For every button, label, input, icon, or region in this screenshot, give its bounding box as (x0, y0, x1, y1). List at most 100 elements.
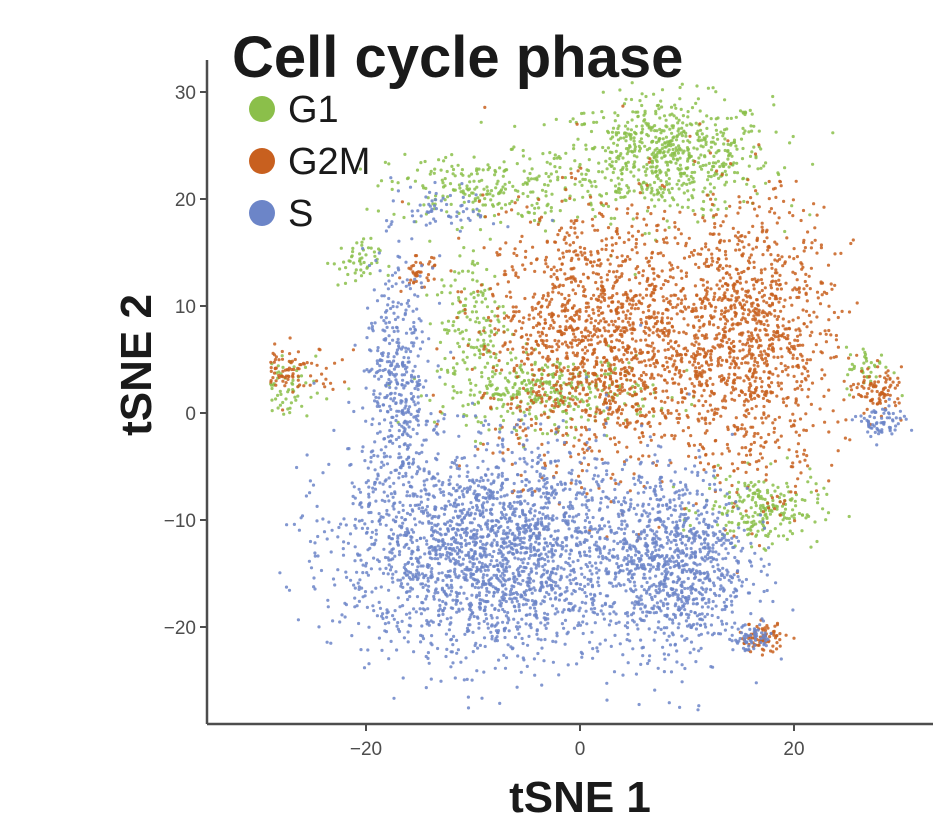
data-point (550, 345, 554, 349)
data-point (585, 262, 589, 266)
data-point (651, 407, 655, 411)
data-point (795, 255, 800, 259)
data-point (749, 331, 754, 335)
data-point (606, 146, 611, 150)
data-point (524, 249, 528, 253)
data-point (675, 409, 679, 413)
data-point (694, 306, 698, 310)
data-point (496, 179, 500, 183)
data-point (569, 171, 573, 175)
data-point (752, 434, 756, 438)
data-point (706, 170, 710, 174)
data-point (603, 292, 607, 296)
data-point (798, 460, 802, 464)
data-point (702, 199, 706, 204)
data-point (656, 252, 660, 256)
data-point (602, 422, 606, 426)
data-point (532, 373, 536, 377)
data-point (796, 339, 800, 343)
data-point (611, 323, 615, 327)
data-point (651, 165, 655, 169)
data-point (748, 294, 752, 298)
data-point (819, 281, 823, 285)
data-point (802, 452, 806, 456)
data-point (668, 127, 672, 131)
data-point (650, 169, 654, 173)
data-point (616, 384, 620, 388)
data-point (409, 278, 413, 282)
data-point (773, 489, 777, 493)
data-point (662, 187, 667, 191)
data-point (526, 353, 530, 357)
data-point (707, 248, 711, 252)
data-point (571, 362, 576, 366)
data-point (602, 384, 606, 388)
data-point (718, 263, 722, 267)
data-point (387, 264, 391, 268)
data-point (605, 273, 610, 277)
data-point (711, 192, 715, 196)
data-point (290, 381, 294, 385)
data-point (698, 371, 702, 375)
data-point (599, 368, 604, 372)
data-point (508, 340, 512, 344)
data-point (778, 296, 782, 301)
data-point (535, 393, 539, 397)
data-point (576, 382, 580, 386)
data-point (608, 384, 612, 388)
data-point (584, 147, 588, 151)
data-point (769, 462, 773, 466)
data-point (695, 374, 699, 378)
data-point (556, 178, 560, 182)
data-point (605, 434, 609, 438)
data-point (866, 367, 870, 371)
data-point (329, 641, 333, 645)
data-point (543, 464, 548, 468)
data-point (753, 277, 757, 281)
data-point (706, 178, 710, 182)
data-point (599, 374, 604, 378)
data-point (784, 633, 788, 637)
data-point (692, 443, 697, 447)
data-point (851, 395, 856, 399)
data-point (658, 148, 662, 153)
data-point (564, 325, 568, 329)
data-point (742, 379, 746, 383)
data-point (336, 283, 340, 287)
data-point (531, 308, 535, 312)
data-point (733, 378, 737, 382)
data-point (717, 332, 721, 336)
data-point (771, 279, 775, 283)
data-point (609, 363, 613, 367)
data-point (567, 381, 571, 385)
data-point (442, 512, 446, 516)
data-point (551, 290, 555, 294)
data-point (778, 638, 782, 642)
data-point (570, 478, 574, 482)
data-point (848, 438, 852, 442)
data-point (700, 416, 704, 420)
data-point (557, 285, 561, 289)
data-point (633, 347, 637, 351)
data-point (286, 377, 290, 381)
data-point (444, 155, 448, 160)
data-point (667, 177, 671, 181)
data-point (544, 344, 548, 348)
data-point (789, 465, 793, 469)
data-point (553, 423, 557, 427)
data-point (473, 263, 477, 267)
data-point (428, 172, 432, 176)
data-point (867, 386, 871, 391)
data-point (511, 347, 515, 351)
data-point (564, 314, 568, 318)
data-point (578, 245, 582, 249)
data-point (495, 251, 499, 255)
data-point (674, 365, 679, 369)
data-point (768, 304, 772, 308)
data-point (570, 345, 574, 349)
data-point (629, 137, 633, 141)
data-point (571, 306, 575, 310)
data-point (643, 232, 647, 236)
data-point (666, 168, 670, 172)
data-point (538, 393, 542, 397)
